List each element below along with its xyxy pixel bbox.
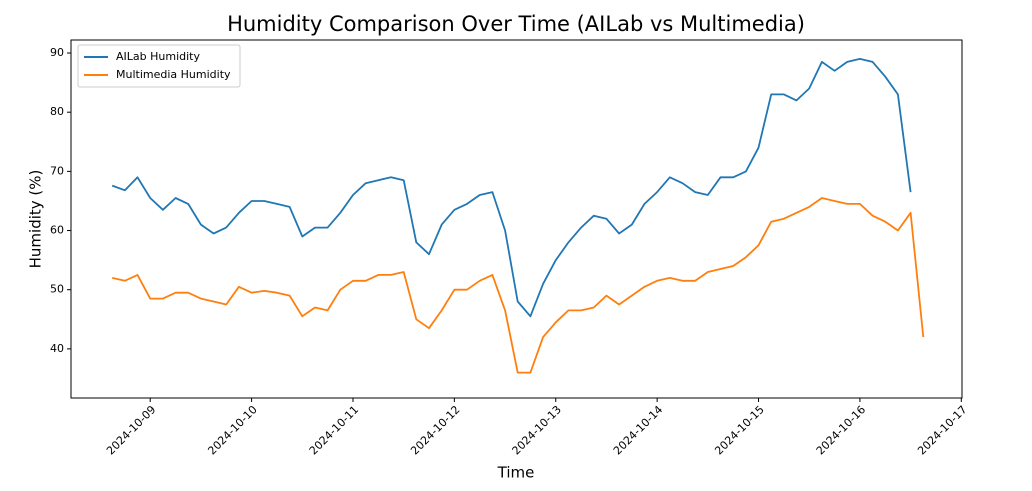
y-tick-label: 60 xyxy=(50,224,64,237)
y-tick-label: 80 xyxy=(50,105,64,118)
x-tick-label: 2024-10-09 xyxy=(104,403,158,457)
x-tick-label: 2024-10-17 xyxy=(915,403,969,457)
x-tick-label: 2024-10-14 xyxy=(611,403,665,457)
x-tick-label: 2024-10-11 xyxy=(307,403,361,457)
legend-label: Multimedia Humidity xyxy=(116,68,231,81)
x-tick-label: 2024-10-13 xyxy=(510,403,564,457)
data-line xyxy=(111,197,925,374)
legend-label: AILab Humidity xyxy=(116,50,200,63)
y-tick-label: 90 xyxy=(50,46,64,59)
x-tick-label: 2024-10-12 xyxy=(408,403,462,457)
legend: AILab Humidity Multimedia Humidity xyxy=(77,44,241,88)
data-line xyxy=(111,58,912,318)
legend-box xyxy=(77,44,241,88)
x-tick-label: 2024-10-10 xyxy=(205,403,259,457)
x-tick-label: 2024-10-16 xyxy=(814,403,868,457)
plot-frame xyxy=(70,39,963,399)
chart-title: Humidity Comparison Over Time (AILab vs … xyxy=(227,12,805,36)
x-axis-label: Time xyxy=(497,464,535,482)
y-tick-label: 50 xyxy=(50,283,64,296)
y-tick-label: 40 xyxy=(50,342,64,355)
y-tick-label: 70 xyxy=(50,164,64,177)
x-tick-label: 2024-10-15 xyxy=(712,403,766,457)
y-axis-label: Humidity (%) xyxy=(27,170,45,269)
